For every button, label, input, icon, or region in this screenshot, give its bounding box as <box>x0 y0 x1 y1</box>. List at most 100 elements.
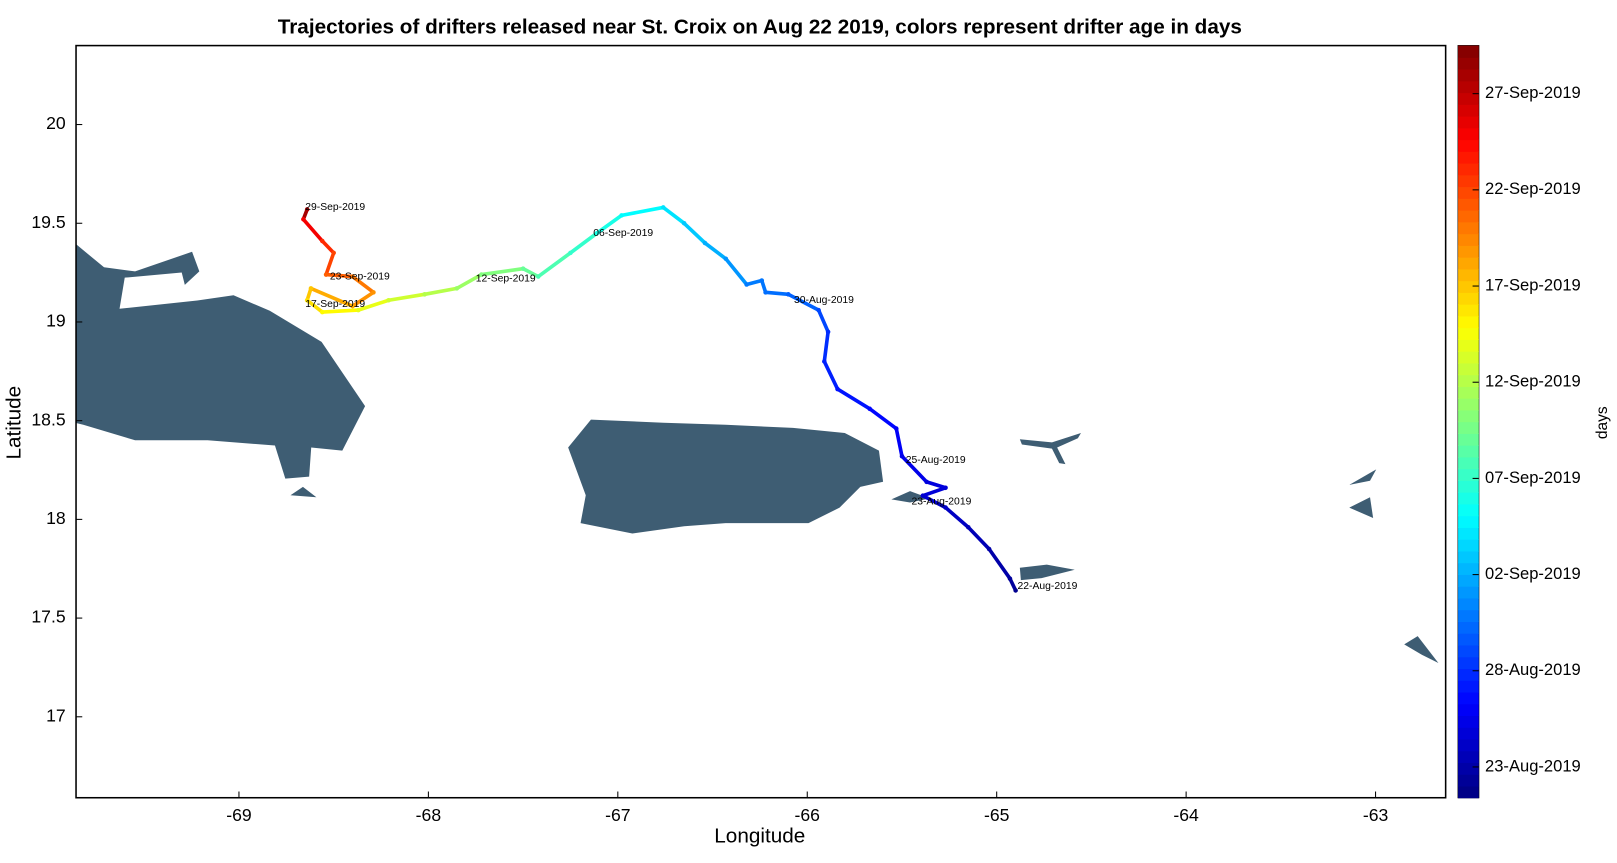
drifter-point <box>422 292 427 297</box>
colorbar-swatch <box>1458 57 1479 70</box>
trajectory-segment <box>867 407 899 431</box>
trajectory-segment <box>350 274 376 295</box>
colorbar-swatch <box>1458 127 1479 141</box>
drifter-point <box>350 274 355 279</box>
colorbar-swatch <box>1458 668 1479 681</box>
trajectory-segment <box>350 290 376 308</box>
drifter-point <box>479 272 484 277</box>
drifter-point <box>702 240 708 246</box>
drifter-point <box>320 238 325 244</box>
trajectory-segment <box>536 251 573 279</box>
trajectory-segment <box>320 308 361 314</box>
drifter-point <box>924 479 929 485</box>
drifter-point <box>356 307 361 313</box>
colorbar-swatch <box>1458 398 1479 411</box>
trajectory-segment <box>682 221 707 245</box>
colorbar-swatch <box>1458 633 1479 646</box>
colorbar-swatch <box>1458 80 1479 94</box>
colorbar-swatch <box>1458 738 1479 752</box>
colorbar-swatch <box>1458 163 1479 176</box>
trajectory-segment <box>987 547 1012 581</box>
drifter-point <box>786 292 791 297</box>
drifter-point <box>454 286 460 291</box>
colorbar-swatch <box>1458 92 1479 105</box>
trajectory-segment <box>661 205 686 226</box>
colorbar-swatch <box>1458 421 1479 434</box>
colorbar-swatch <box>1458 257 1479 270</box>
drifter-point <box>594 230 600 236</box>
colorbar-swatch <box>1458 151 1479 164</box>
date-annotation: 06-Sep-2019 <box>593 228 653 239</box>
colorbar-tick-label: 27-Sep-2019 <box>1485 83 1581 102</box>
colorbar-swatch <box>1458 715 1479 728</box>
trajectory-segment <box>320 239 336 255</box>
island <box>1349 469 1377 485</box>
colorbar-swatch <box>1458 233 1479 246</box>
colorbar-swatch <box>1458 609 1479 622</box>
colorbar-swatch <box>1458 69 1479 82</box>
colorbar-swatch <box>1458 245 1479 258</box>
colorbar-swatch <box>1458 586 1479 599</box>
y-tick-label: 20 <box>46 113 66 133</box>
trajectory-segment <box>305 298 325 314</box>
drifter-point <box>920 493 926 498</box>
date-annotation: 30-Aug-2019 <box>794 295 854 306</box>
drifter-point <box>681 220 687 226</box>
colorbar-swatch <box>1458 644 1479 658</box>
colorbar-swatch <box>1458 186 1479 199</box>
chart-title: Trajectories of drifters released near S… <box>278 15 1242 38</box>
drifter-point <box>816 307 821 313</box>
colorbar-swatch <box>1458 727 1479 740</box>
trajectory-segment <box>894 426 904 459</box>
drifter-point <box>759 278 765 283</box>
colorbar-swatch <box>1458 503 1479 517</box>
trajectory-segment <box>595 213 624 235</box>
drifter-point <box>308 286 314 291</box>
date-annotation: 23-Aug-2019 <box>911 496 971 507</box>
colorbar-swatch <box>1458 527 1479 540</box>
colorbar-swatch <box>1458 515 1479 528</box>
colorbar-swatch <box>1458 268 1479 282</box>
colorbar-tick-label: 22-Sep-2019 <box>1485 179 1581 198</box>
colorbar-swatch <box>1458 492 1479 505</box>
drifter-point <box>661 205 666 210</box>
trajectory-segment <box>454 272 484 291</box>
colorbar-swatch <box>1458 539 1479 552</box>
colorbar-swatch <box>1458 703 1479 716</box>
drifter-point <box>619 213 624 218</box>
colorbar-swatch <box>1458 104 1479 117</box>
colorbar-swatch <box>1458 327 1479 340</box>
colorbar-swatch <box>1458 139 1479 152</box>
colorbar-swatch <box>1458 409 1479 423</box>
colorbar-tick-label: 02-Sep-2019 <box>1485 564 1581 583</box>
x-tick-label: -64 <box>1173 805 1199 825</box>
trajectory-segment <box>309 286 355 308</box>
x-tick-label: -63 <box>1363 805 1389 825</box>
trajectory-segment <box>703 241 728 261</box>
colorbar-swatch <box>1458 621 1479 634</box>
trajectory-segment <box>763 290 791 297</box>
trajectory-segment <box>900 454 929 484</box>
date-annotation: 25-Aug-2019 <box>906 455 966 466</box>
colorbar-swatch <box>1458 562 1479 575</box>
colorbar-swatch <box>1458 774 1479 787</box>
virgin-islands <box>1019 433 1081 465</box>
y-tick-label: 19 <box>46 311 66 331</box>
trajectory-segment <box>822 330 830 364</box>
colorbar-swatch <box>1458 680 1479 693</box>
colorbar-swatch <box>1458 362 1479 376</box>
y-tick-label: 19.5 <box>31 212 65 232</box>
hispaniola <box>76 244 366 479</box>
drifter-point <box>899 453 905 459</box>
colorbar-tick-label: 17-Sep-2019 <box>1485 275 1581 294</box>
trajectory-segment <box>356 298 391 312</box>
drifter-point <box>320 309 325 315</box>
drifter-point <box>568 250 573 256</box>
colorbar-swatch <box>1458 210 1479 223</box>
colorbar-label: days <box>1594 406 1611 439</box>
drifter-point <box>304 297 310 303</box>
colorbar-swatch <box>1458 292 1479 305</box>
drifter-point <box>331 250 336 256</box>
